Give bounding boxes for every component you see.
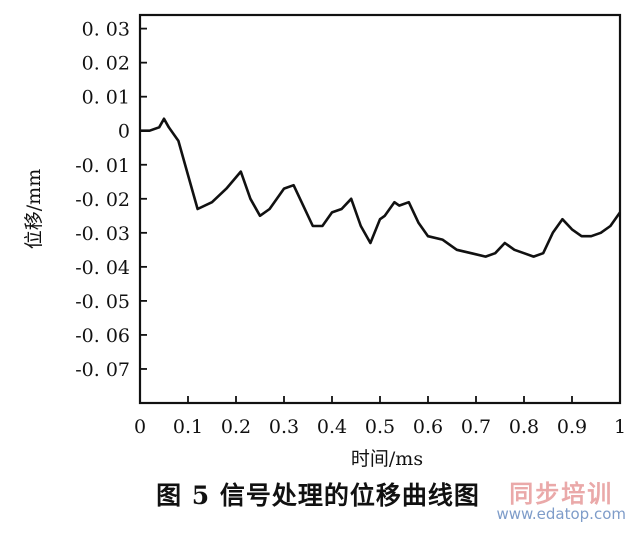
line-chart: 0 0.1 0.2 0.3 0.4 0.5 0.6 0.7 0.8 0.9 1 0. 03 0. 02… [23, 13, 626, 470]
watermark: 同步培训 www.edatop.com [496, 474, 626, 523]
axis-ticks [139, 27, 621, 403]
x-tick-label: 0.2 [221, 416, 251, 438]
y-tick-label: -0. 02 [75, 189, 130, 211]
x-axis-title: 时间/ms [351, 448, 423, 470]
figure-caption: 图 5 信号处理的位移曲线图 [156, 481, 480, 510]
y-axis-title: 位移/mm [23, 169, 45, 249]
y-tick-label: 0 [118, 121, 130, 143]
x-tick-label: 0.1 [173, 416, 203, 438]
x-tick-label: 0.4 [317, 416, 347, 438]
watermark-text: 同步培训 [509, 480, 614, 508]
y-tick-labels: 0. 03 0. 02 0. 01 0 -0. 01 -0. 02 -0. 03 -0. 04… [75, 19, 130, 381]
y-tick-label: -0. 04 [75, 257, 130, 279]
x-tick-label: 0.8 [509, 416, 539, 438]
x-tick-label: 0.7 [461, 416, 491, 438]
displacement-series-line [140, 117, 622, 258]
y-tick-label: 0. 03 [82, 19, 130, 41]
x-tick-labels: 0 0.1 0.2 0.3 0.4 0.5 0.6 0.7 0.8 0.9 1 [134, 416, 626, 438]
y-tick-label: 0. 02 [82, 53, 130, 75]
x-tick-label: 0.6 [413, 416, 443, 438]
y-tick-label: -0. 03 [75, 223, 130, 245]
x-tick-label: 1 [614, 416, 626, 438]
x-tick-label: 0 [134, 416, 146, 438]
x-tick-label: 0.3 [269, 416, 299, 438]
plot-frame [138, 13, 622, 405]
y-tick-label: -0. 06 [75, 325, 130, 347]
y-tick-label: -0. 05 [75, 291, 130, 313]
x-tick-label: 0.9 [557, 416, 587, 438]
watermark-url: www.edatop.com [496, 505, 626, 523]
y-tick-label: -0. 07 [75, 359, 130, 381]
y-tick-label: 0. 01 [82, 87, 130, 109]
y-tick-label: -0. 01 [75, 155, 130, 177]
x-tick-label: 0.5 [365, 416, 395, 438]
